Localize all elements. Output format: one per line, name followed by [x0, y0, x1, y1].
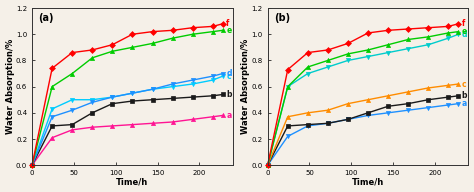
- Text: f: f: [226, 19, 229, 28]
- X-axis label: Time/h: Time/h: [352, 177, 384, 186]
- Text: d: d: [226, 69, 232, 78]
- Text: d: d: [462, 30, 467, 39]
- Text: (b): (b): [273, 13, 290, 23]
- Text: b: b: [226, 90, 232, 99]
- Text: a: a: [226, 111, 231, 120]
- Text: e: e: [462, 27, 467, 36]
- Y-axis label: Water Absorption/%: Water Absorption/%: [6, 39, 15, 134]
- Text: b: b: [462, 91, 467, 100]
- Y-axis label: Water Absorption/%: Water Absorption/%: [241, 39, 250, 134]
- Text: f: f: [462, 19, 465, 28]
- Text: a: a: [462, 99, 467, 108]
- Text: (a): (a): [38, 13, 54, 23]
- Text: c: c: [462, 79, 466, 89]
- Text: c: c: [226, 72, 231, 81]
- X-axis label: Time/h: Time/h: [116, 177, 148, 186]
- Text: e: e: [226, 26, 231, 35]
